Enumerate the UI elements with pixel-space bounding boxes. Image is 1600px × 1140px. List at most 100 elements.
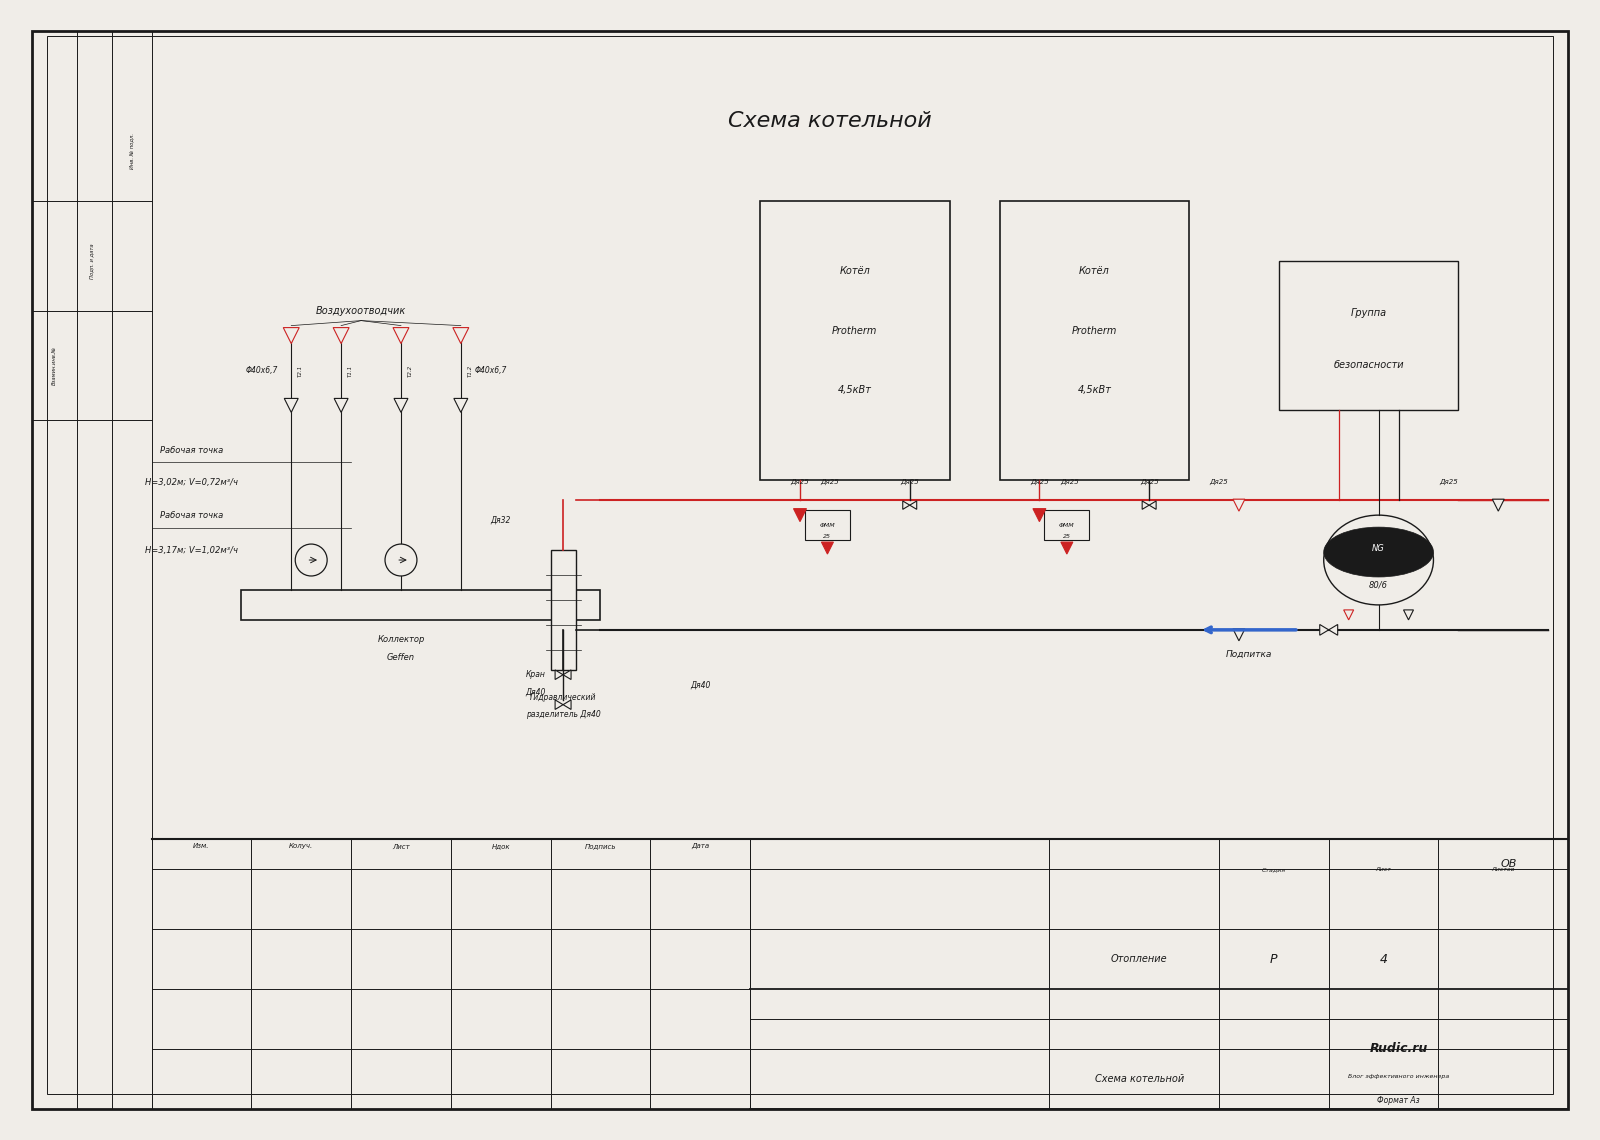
Text: Коллектор: Коллектор [378,635,424,644]
Text: Rudic.ru: Rudic.ru [1370,1042,1427,1056]
Polygon shape [453,327,469,343]
Text: 80/6: 80/6 [1370,580,1389,589]
Text: разделитель Дя40: разделитель Дя40 [526,710,600,719]
Polygon shape [1344,610,1354,620]
Text: Лист: Лист [1376,866,1392,872]
Text: Дя25: Дя25 [821,479,840,486]
Polygon shape [794,508,806,522]
Bar [242,591,600,620]
Text: Φ40х6,7: Φ40х6,7 [475,366,507,375]
Text: Кран: Кран [526,670,546,679]
Text: Схема котельной: Схема котельной [728,111,931,131]
Text: Котёл: Котёл [1078,266,1110,276]
Text: Дя25: Дя25 [1139,479,1158,486]
Text: Рабочая точка: Рабочая точка [160,511,222,520]
Text: Инв. № подл.: Инв. № подл. [130,133,134,169]
Text: Protherm: Protherm [1072,326,1117,335]
Text: 25: 25 [1062,534,1070,538]
Bar [1000,201,1189,480]
Text: Подпись: Подпись [584,844,616,849]
Polygon shape [563,700,571,709]
Text: ΦММ: ΦММ [1059,522,1075,528]
Text: Дя25: Дя25 [790,479,810,486]
Text: Дя25: Дя25 [1030,479,1048,486]
Text: OB: OB [1501,860,1517,870]
Text: Изм.: Изм. [194,844,210,849]
Text: H=3,02м; V=0,72м³/ч: H=3,02м; V=0,72м³/ч [146,478,238,487]
Text: Дя25: Дя25 [901,479,918,486]
Text: Protherm: Protherm [832,326,877,335]
Polygon shape [1061,542,1074,554]
Text: Дата: Дата [691,844,709,849]
Polygon shape [1328,625,1338,635]
Text: T2.2: T2.2 [408,365,413,376]
Text: T1.2: T1.2 [467,365,472,376]
Text: Рабочая точка: Рабочая точка [160,446,222,455]
Text: 4,5кВт: 4,5кВт [1077,385,1112,396]
Text: 25: 25 [824,534,832,538]
Polygon shape [333,327,349,343]
Polygon shape [394,398,408,413]
Polygon shape [902,500,910,510]
Polygon shape [1320,625,1328,635]
Text: Воздухоотводчик: Воздухоотводчик [315,306,406,316]
Text: H=3,17м; V=1,02м³/ч: H=3,17м; V=1,02м³/ч [146,546,238,554]
Text: Блог эффективного инженера: Блог эффективного инженера [1347,1074,1450,1080]
Polygon shape [555,670,563,679]
Polygon shape [1034,508,1046,522]
Text: Котёл: Котёл [840,266,870,276]
Polygon shape [285,398,298,413]
Text: Дя32: Дя32 [491,515,510,524]
Text: Лист: Лист [392,844,410,849]
Text: Подпитка: Подпитка [1226,650,1272,659]
Polygon shape [563,670,571,679]
Text: Ндок: Ндок [491,844,510,849]
Polygon shape [1493,499,1504,511]
Text: Стадия: Стадия [1262,866,1286,872]
Polygon shape [394,327,410,343]
Circle shape [386,544,418,576]
Text: ΦММ: ΦММ [819,522,835,528]
Text: Дя25: Дя25 [1438,479,1458,486]
Polygon shape [283,327,299,343]
Polygon shape [1149,500,1157,510]
Text: Дя25: Дя25 [1059,479,1078,486]
Text: 4,5кВт: 4,5кВт [838,385,872,396]
Text: Колуч.: Колуч. [290,844,314,849]
Text: Листов: Листов [1491,866,1515,872]
Bar [550,549,576,670]
Text: Подп. и дата: Подп. и дата [90,243,94,278]
Polygon shape [555,700,563,709]
Text: Взамин.инв.№: Взамин.инв.№ [51,347,58,385]
Circle shape [296,544,326,576]
Polygon shape [1403,610,1413,620]
Text: Группа: Группа [1350,308,1387,318]
Text: 4: 4 [1379,953,1387,966]
Text: Φ40х6,7: Φ40х6,7 [245,366,277,375]
Text: Дя40: Дя40 [690,681,710,690]
Text: Гидравлический: Гидравлический [530,693,597,702]
Text: P: P [1270,953,1277,966]
Bar [1045,510,1090,540]
Text: Формат Аз: Формат Аз [1378,1097,1419,1105]
Polygon shape [910,500,917,510]
Text: T2.1: T2.1 [298,365,302,376]
Bar [805,510,850,540]
Bar [1278,261,1458,410]
Text: Дя25: Дя25 [1210,479,1229,486]
Ellipse shape [1323,527,1434,577]
Text: NG: NG [1373,544,1386,553]
Polygon shape [454,398,467,413]
Text: T1.1: T1.1 [347,365,352,376]
Polygon shape [821,542,834,554]
Text: безопасности: безопасности [1333,360,1403,370]
Text: Дя40: Дя40 [525,687,546,697]
Polygon shape [334,398,349,413]
Text: Схема котельной: Схема котельной [1094,1074,1184,1084]
Text: Отопление: Отопление [1110,954,1168,964]
Polygon shape [1234,629,1245,641]
Polygon shape [1234,499,1245,511]
Polygon shape [1142,500,1149,510]
Bar [760,201,950,480]
Text: Geffen: Geffen [387,653,414,662]
